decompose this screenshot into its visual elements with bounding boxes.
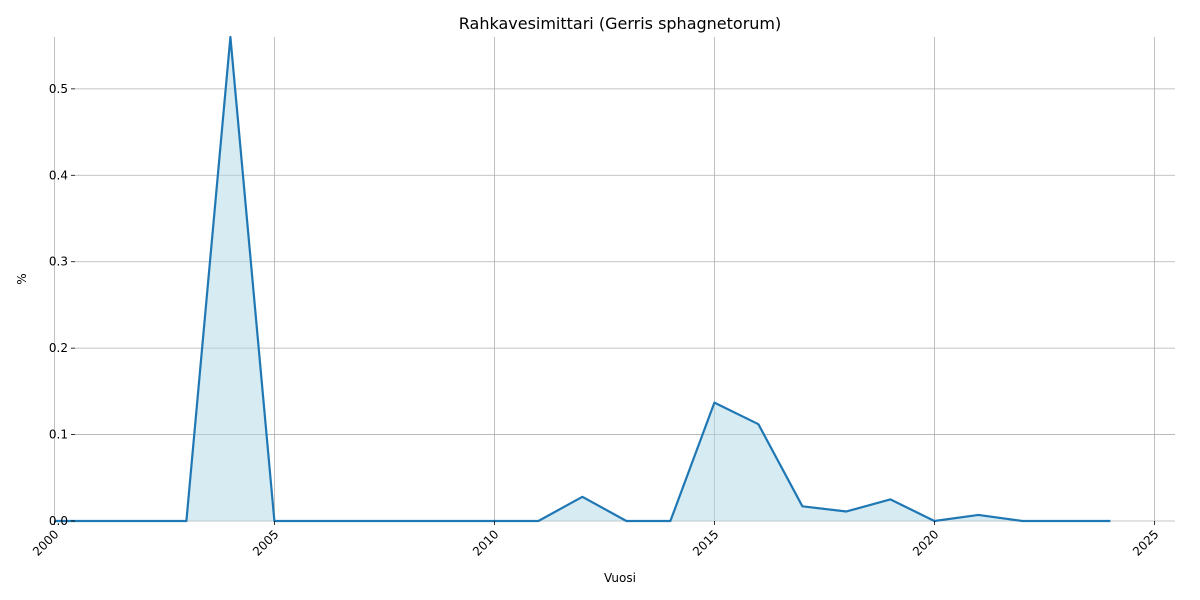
chart-title: Rahkavesimittari (Gerris sphagnetorum) <box>459 14 782 33</box>
y-tick-label: 0.2 <box>49 341 68 355</box>
x-tick-label: 2020 <box>910 527 941 558</box>
x-tick-label: 2000 <box>30 527 61 558</box>
x-tick-label: 2010 <box>470 527 501 558</box>
area-fill <box>54 37 1111 521</box>
y-tick-label: 0.3 <box>49 255 68 269</box>
x-axis-label: Vuosi <box>604 571 636 585</box>
y-axis-ticks: 0.0 0.1 0.2 0.3 0.4 0.5 <box>49 82 75 528</box>
y-axis-label: % <box>15 273 29 284</box>
x-axis-ticks: 2000 2005 2010 2015 2020 2025 <box>30 521 1162 559</box>
y-tick-label: 0.0 <box>49 514 68 528</box>
y-tick-label: 0.5 <box>49 82 68 96</box>
x-tick-label: 2015 <box>690 527 721 558</box>
x-tick-label: 2005 <box>250 527 281 558</box>
x-tick-label: 2025 <box>1130 527 1161 558</box>
y-tick-label: 0.1 <box>49 428 68 442</box>
y-tick-label: 0.4 <box>49 168 68 182</box>
